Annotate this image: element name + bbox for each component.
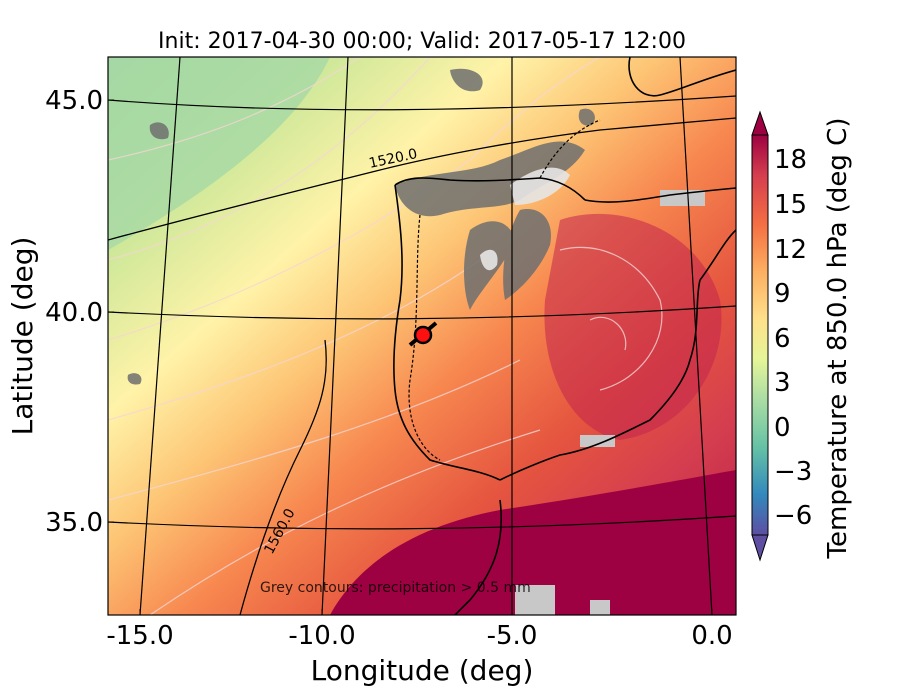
colorbar-tick-0: 0 (774, 413, 791, 443)
precipitation-footnote: Grey contours: precipitation > 0.5 mm (260, 580, 531, 596)
y-tick-35: 35.0 (45, 508, 103, 538)
red-circle-marker (413, 325, 433, 345)
colorbar-tick-12: 12 (774, 235, 807, 265)
colorbar-tick-3: 3 (774, 368, 791, 398)
colorbar-top-arrow (751, 110, 769, 136)
colorbar-label: Temperature at 850.0 hPa (deg C) (823, 118, 853, 560)
graticule (108, 57, 736, 615)
map-area: 1520.0 1560.0 Grey contours: precipitati… (108, 57, 736, 615)
colorbar-tick-15: 15 (774, 190, 807, 220)
map-title: Init: 2017-04-30 00:00; Valid: 2017-05-1… (158, 29, 686, 54)
colorbar-tick-minus3: −3 (774, 457, 812, 487)
x-tick-minus10: -10.0 (288, 621, 355, 651)
colorbar: 18 15 12 9 6 3 0 −3 −6 Temperature at 85… (751, 110, 853, 562)
x-tick-minus5: -5.0 (487, 621, 538, 651)
precipitation-highlights (480, 167, 570, 271)
y-tick-40: 40.0 (45, 298, 103, 328)
colorbar-bottom-arrow (751, 534, 769, 562)
colorbar-tick-minus6: −6 (774, 501, 812, 531)
x-tick-minus15: -15.0 (106, 621, 173, 651)
map-frame (107, 56, 737, 616)
x-axis-label: Longitude (deg) (311, 654, 534, 687)
colorbar-scale (751, 134, 769, 536)
coastlines (393, 57, 736, 615)
contour-1520 (108, 117, 736, 241)
colorbar-tick-6: 6 (774, 324, 791, 354)
warm-interior-region (544, 213, 722, 440)
warm-south-region (330, 470, 736, 615)
y-tick-45: 45.0 (45, 86, 103, 116)
colorbar-tick-18: 18 (774, 145, 807, 175)
contour-1560 (239, 339, 327, 615)
colorbar-tick-9: 9 (774, 279, 791, 309)
y-axis-label: Latitude (deg) (6, 237, 39, 436)
country-borders (408, 119, 601, 461)
x-ticks: -15.0 -10.0 -5.0 0.0 (106, 609, 733, 651)
x-tick-0: 0.0 (691, 621, 732, 651)
y-ticks: 45.0 40.0 35.0 (45, 86, 114, 538)
grey-missing-patches (515, 190, 705, 615)
